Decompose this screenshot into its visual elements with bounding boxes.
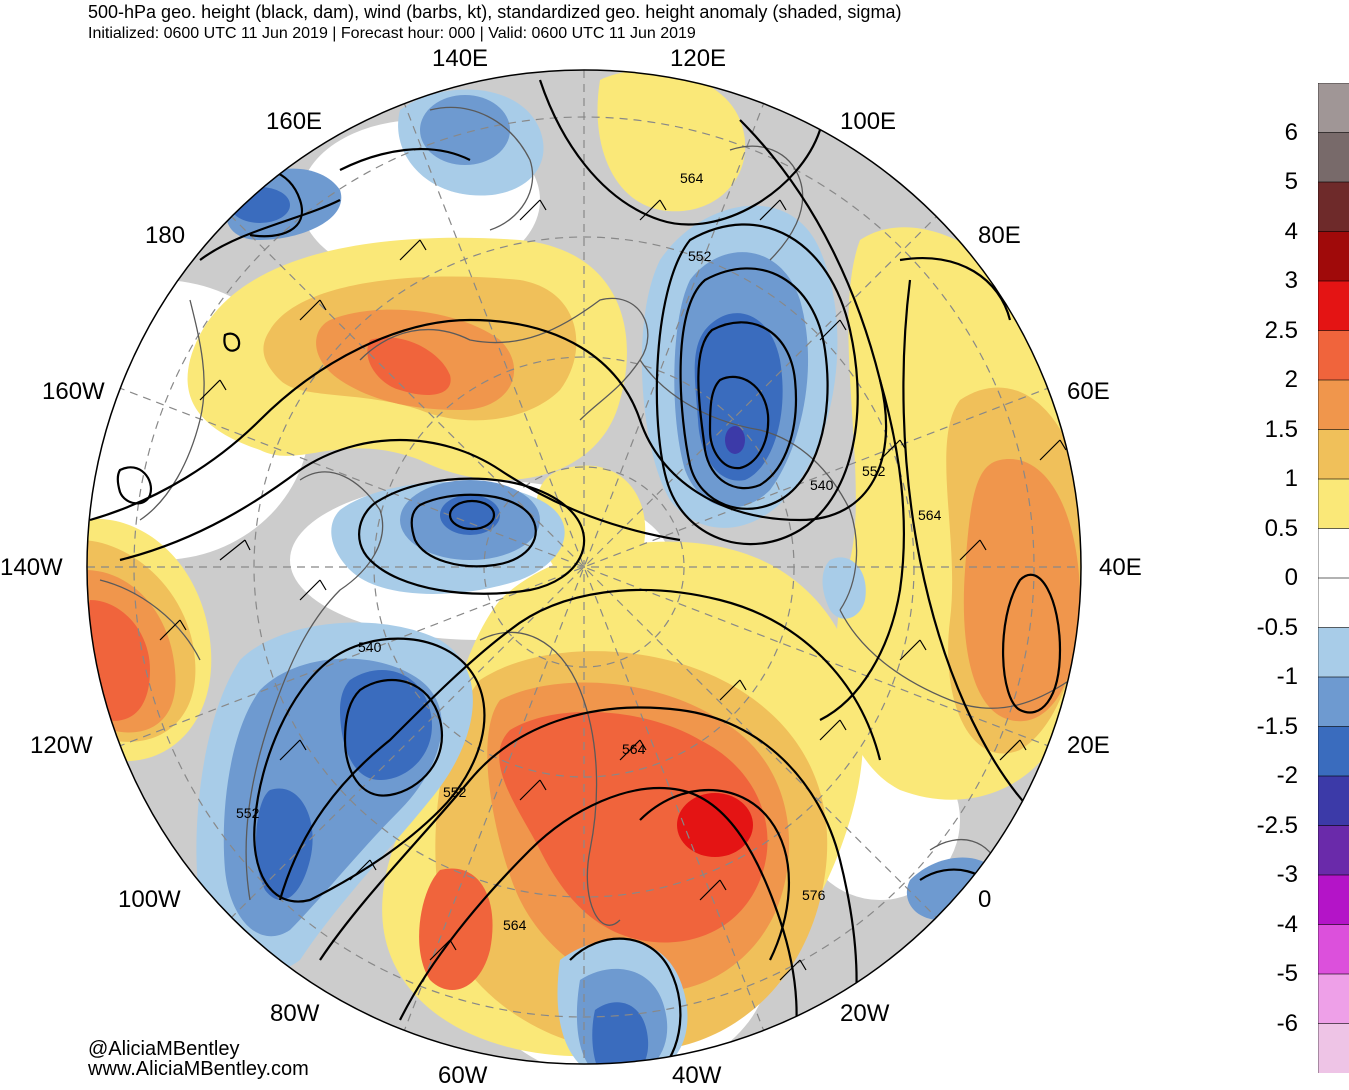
map-title: 500-hPa geo. height (black, dam), wind (… [88,2,902,22]
colorbar-tick-label: -5 [1276,960,1298,987]
colorbar-tick-label: 1 [1284,465,1298,492]
colorbar-tick-label: -6 [1276,1009,1298,1037]
colorbar-swatch [1318,726,1349,777]
colorbar-tick-label: 0 [1284,564,1298,591]
colorbar-swatch [1318,231,1349,282]
lon-label-60e: 60E [1067,378,1110,405]
colorbar-swatch [1318,775,1349,827]
lon-label-140e: 140E [432,45,489,72]
credit-website: www.AliciaMBentley.com [88,1058,309,1080]
contour-label: 540 [358,639,382,655]
contour-label: 552 [443,784,467,800]
colorbar-swatch [1318,280,1349,332]
lon-label-160e: 160E [266,108,323,135]
lon-label-80e: 80E [978,222,1021,249]
lon-label-140w: 140W [0,554,63,581]
colorbar-swatch [1318,577,1349,629]
contour-label: 564 [680,170,704,186]
colorbar-swatch [1318,478,1349,530]
colorbar-swatch [1318,181,1349,233]
contour-label: 564 [503,917,527,933]
colorbar-swatch [1318,83,1349,134]
contour-label: 552 [862,463,886,479]
contour-label: 564 [622,741,646,757]
height-contours [89,79,1062,1064]
colorbar-swatch [1318,1023,1349,1073]
lon-label-100w: 100W [118,886,181,913]
colorbar-tick-label: 0.5 [1264,514,1298,542]
anomaly-red-south [499,711,768,943]
colorbar-swatch [1318,825,1349,876]
credit-handle: @AliciaMBentley [88,1038,240,1060]
contour-label: 552 [688,248,712,264]
lon-label-20w: 20W [840,1000,890,1027]
colorbar-swatch [1318,874,1349,926]
colorbar-swatch [1318,676,1349,728]
colorbar-tick-label: -1.5 [1256,712,1298,740]
lon-label-160w: 160W [42,378,105,405]
coastlines [99,106,1071,926]
colorbar-tick-label: 2.5 [1264,316,1298,344]
colorbar-swatch [1318,528,1349,579]
contour-label: 552 [236,805,260,821]
colorbar-swatch [1318,429,1349,480]
lon-label-100e: 100E [840,108,897,135]
colorbar-tick-label: -2.5 [1256,811,1298,839]
colorbar-tick-label: -3 [1276,861,1298,888]
colorbar-tick-label: -2 [1276,762,1298,789]
colorbar-tick-label: -4 [1276,910,1298,938]
colorbar-tick-label: 5 [1284,168,1298,195]
lon-label-120e: 120E [670,45,727,72]
lon-label-80w: 80W [270,1000,320,1027]
colorbar-tick-label: -0.5 [1256,613,1298,641]
colorbar [1318,83,1349,1073]
lon-label-40e: 40E [1099,554,1142,581]
colorbar-swatch [1318,379,1349,431]
colorbar-swatch [1318,132,1349,183]
colorbar-tick-label: 2 [1284,366,1298,393]
lon-label-180: 180 [145,222,186,249]
colorbar-tick-label: 1.5 [1264,415,1298,443]
colorbar-swatch [1318,973,1349,1025]
contour-label: 576 [802,887,826,903]
map-subtitle: Initialized: 0600 UTC 11 Jun 2019 | Fore… [88,25,696,42]
colorbar-swatch [1318,924,1349,975]
lon-label-0: 0 [978,886,992,913]
lon-label-60w: 60W [438,1062,488,1089]
map-border [86,69,1082,1065]
wind-barbs [159,199,1067,981]
colorbar-tick-label: 4 [1284,217,1298,245]
colorbar-tick-label: 3 [1284,267,1298,294]
lon-label-120w: 120W [30,732,93,759]
colorbar-swatch [1318,330,1349,381]
contour-label: 564 [918,507,942,523]
lon-label-20e: 20E [1067,732,1110,759]
contour-labels: 564 552 540 552 564 540 564 552 552 564 … [236,170,942,933]
anomaly-max-red [677,793,753,857]
lon-label-40w: 40W [672,1062,722,1089]
colorbar-tick-label: -1 [1276,663,1298,690]
colorbar-tick-label: 6 [1284,118,1298,146]
contour-label: 540 [810,477,834,493]
graticule [87,70,1081,1064]
colorbar-swatch [1318,627,1349,678]
